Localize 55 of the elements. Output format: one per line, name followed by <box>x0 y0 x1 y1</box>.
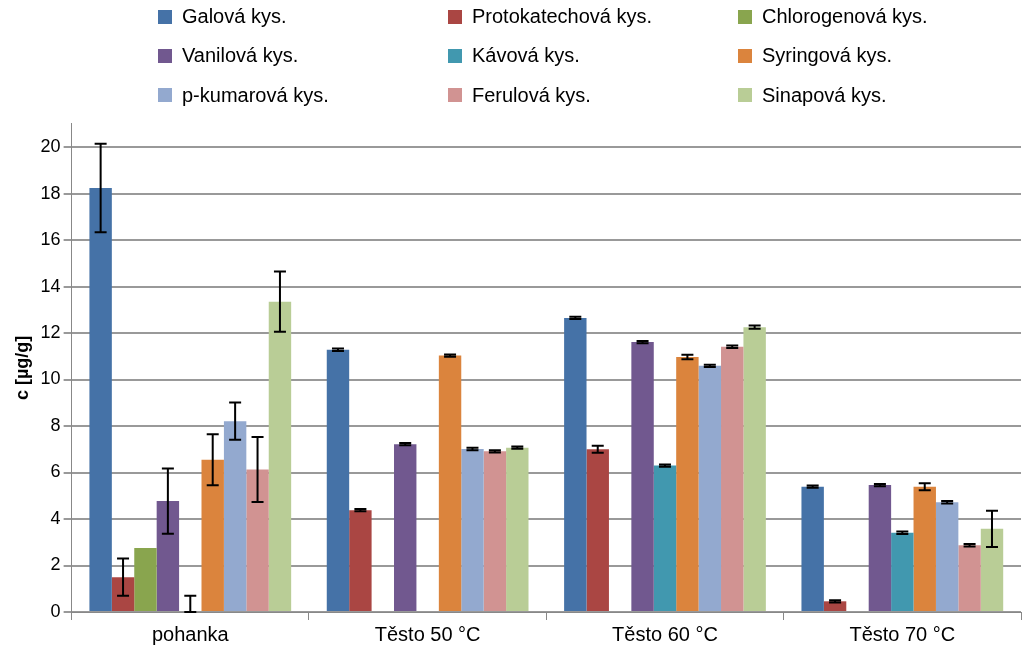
legend-label: Vanilová kys. <box>182 44 299 68</box>
bar <box>483 451 507 611</box>
bar <box>89 187 112 611</box>
x-tick-label: Těsto 50 °C <box>374 622 481 645</box>
bar <box>913 486 936 611</box>
bar <box>698 365 722 611</box>
legend-label: Syringová kys. <box>762 44 893 68</box>
bar <box>461 449 484 611</box>
bar <box>201 459 224 611</box>
bar <box>564 317 587 611</box>
bar <box>156 501 180 611</box>
bar <box>631 342 654 611</box>
bar <box>111 577 135 611</box>
y-tick-label: 20 <box>40 136 61 157</box>
bar <box>349 510 372 611</box>
legend-label: Chlorogenová kys. <box>762 5 928 29</box>
y-tick-label: 0 <box>50 600 61 621</box>
legend-label: Ferulová kys. <box>472 83 591 107</box>
bar <box>246 469 269 611</box>
bar <box>326 349 350 611</box>
y-tick-label: 14 <box>40 275 61 296</box>
y-tick-label: 12 <box>40 322 61 342</box>
bar <box>268 301 292 611</box>
legend-label: Protokatechová kys. <box>472 5 653 29</box>
bar <box>653 465 677 611</box>
bar <box>743 327 766 611</box>
bar <box>223 421 247 611</box>
bar <box>438 355 462 611</box>
bar <box>134 548 157 611</box>
y-tick-label: 16 <box>40 229 61 250</box>
legend-label: p-kumarová kys. <box>182 83 329 107</box>
y-tick-label: 4 <box>50 507 61 528</box>
bar <box>891 532 914 611</box>
y-tick-label: 8 <box>50 414 61 435</box>
bar <box>586 449 609 611</box>
bar <box>801 486 824 611</box>
legend-label: Galová kys. <box>182 5 287 29</box>
bar <box>868 485 892 611</box>
bar <box>506 447 529 611</box>
x-tick-label: pohanka <box>151 622 230 645</box>
x-tick-label: Těsto 70 °C <box>849 622 956 645</box>
bar <box>935 502 959 611</box>
y-tick-label: 2 <box>50 554 61 575</box>
x-tick-label: Těsto 60 °C <box>612 622 718 645</box>
bar <box>676 356 699 611</box>
bar <box>980 528 1004 611</box>
y-tick-label: 6 <box>50 461 61 482</box>
bar <box>958 545 981 611</box>
bar <box>394 444 417 611</box>
legend-label: Sinapová kys. <box>762 83 887 107</box>
y-axis-title: c [µg/g] <box>11 335 32 401</box>
legend-label: Kávová kys. <box>472 44 580 68</box>
bar <box>721 346 744 611</box>
y-tick-label: 10 <box>40 368 61 389</box>
y-tick-label: 18 <box>40 182 61 203</box>
